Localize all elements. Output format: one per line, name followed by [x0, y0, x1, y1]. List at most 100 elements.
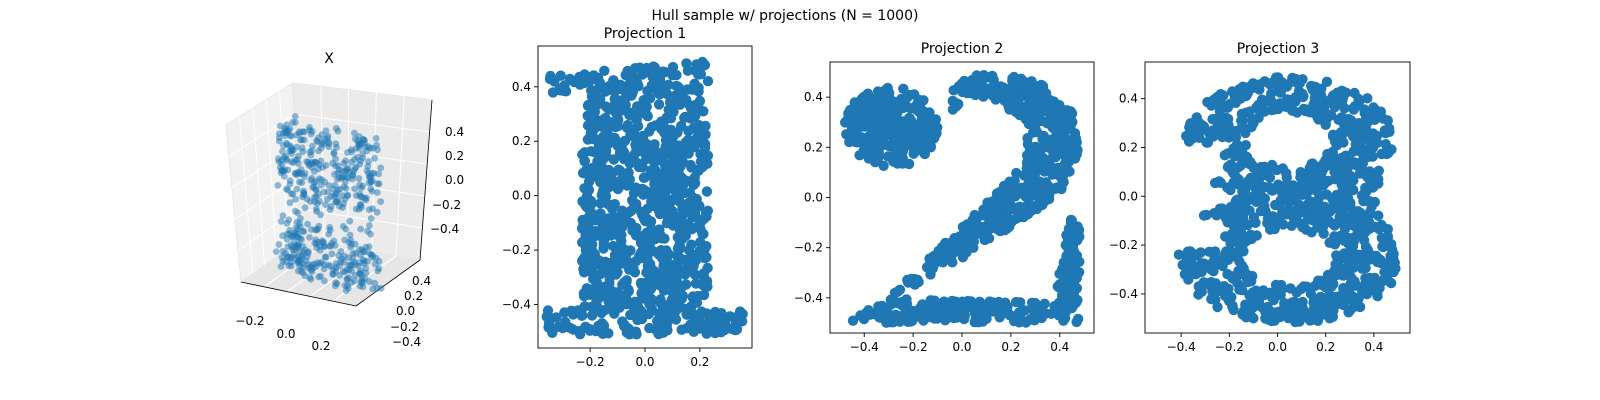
projection-2-point	[988, 80, 999, 92]
projection-3-point	[1237, 186, 1248, 197]
projection-3-point	[1220, 115, 1231, 127]
projection-3-point	[1275, 87, 1286, 98]
projection-2-point	[973, 317, 984, 328]
axes-3d-point	[317, 181, 325, 189]
projection-1-point	[624, 329, 635, 340]
projection-1-point	[612, 121, 624, 132]
projection-3-point	[1324, 110, 1336, 121]
projection-1-point	[600, 101, 612, 112]
projection-2-point	[963, 241, 974, 252]
projection-3-point	[1205, 278, 1217, 289]
axes-3d-point	[322, 162, 330, 169]
projection-3-point	[1258, 162, 1269, 173]
projection-3-point	[1295, 167, 1306, 178]
projection-3-point	[1360, 113, 1372, 124]
axes-3d-point	[302, 257, 310, 265]
projection-1-point	[613, 100, 624, 112]
projection-3-point	[1316, 173, 1327, 185]
projection-1-point	[680, 111, 691, 123]
projection-1-point	[669, 269, 681, 281]
projection-3-point	[1275, 289, 1286, 301]
axes-3d-point	[364, 162, 372, 170]
projection-1-point	[632, 301, 644, 312]
projection-3-point	[1228, 143, 1239, 154]
projection-1-point	[701, 276, 713, 287]
projection-3-point	[1198, 210, 1210, 221]
axes-3d-point	[329, 270, 337, 278]
projection-3-point	[1286, 76, 1297, 87]
axes-3d-point	[333, 144, 340, 151]
axes-3d-point	[303, 195, 311, 203]
axes-3d-point	[343, 167, 351, 174]
projection-2-point	[858, 145, 869, 156]
projection-1-point	[623, 286, 634, 297]
axes-3d-point	[298, 236, 305, 243]
projection-2-point	[866, 144, 878, 155]
projection-2-point	[966, 77, 978, 88]
projection-3-point	[1373, 178, 1384, 189]
axes-3d-point	[356, 160, 364, 168]
projection-1-point	[671, 143, 682, 154]
projection-1-point	[666, 170, 677, 182]
projection-2-point	[1047, 137, 1059, 148]
projection-2-point	[898, 83, 909, 95]
projection-1-point	[690, 278, 702, 289]
projection-2-point	[1046, 308, 1057, 319]
projection-2-point	[1005, 99, 1016, 111]
projection-3-point	[1244, 205, 1255, 216]
projection-1-point	[623, 71, 635, 83]
projection-1-point	[606, 168, 618, 179]
projection-2-point	[1004, 204, 1015, 216]
axes-3d-point	[343, 266, 351, 274]
projection-1-point	[595, 94, 606, 105]
projection-2-point	[953, 81, 964, 92]
projection-2-point	[957, 252, 969, 263]
projection-3-points	[1173, 72, 1401, 328]
grid-line-left-vertical	[252, 108, 266, 266]
projection-3-point	[1197, 120, 1208, 131]
projection-1-point	[578, 263, 589, 275]
axes-3d: X −0.20.00.2 −0.4−0.20.00.20.4−0.4−0.20.0…	[225, 51, 464, 353]
axes-3d-point	[377, 198, 385, 206]
axes-3d-point	[328, 250, 336, 258]
axes-3d-point	[312, 263, 320, 271]
projection-2-point	[1060, 151, 1071, 162]
projection-3-point	[1277, 163, 1289, 174]
projection-1-point	[694, 129, 706, 140]
projection-2-point	[946, 237, 957, 249]
projection-1-point	[637, 130, 649, 142]
projection-3-point	[1242, 176, 1254, 187]
axes-3d-point	[339, 192, 347, 200]
projection-2-point	[1014, 109, 1025, 121]
axes-3d-point	[359, 182, 367, 190]
axes-3d-point	[366, 222, 373, 229]
projection-2-point	[983, 207, 994, 219]
projection-3-point	[1223, 161, 1234, 172]
projection-1-point	[657, 66, 668, 77]
projection-3-xtick-label: 0.0	[1268, 340, 1287, 354]
projection-2-point	[940, 315, 951, 326]
projection-1-point	[579, 156, 590, 167]
axes-3d-point	[291, 119, 299, 126]
axes-3d-point	[363, 147, 371, 155]
projection-3-point	[1221, 124, 1232, 135]
projection-3-point	[1274, 215, 1286, 227]
axes-3d-point	[362, 269, 370, 277]
projection-2-point	[921, 262, 933, 273]
projection-1-xtick-label: −0.2	[576, 355, 605, 369]
projection-2-point	[847, 315, 859, 326]
projection-1-point	[643, 289, 654, 300]
projection-2-point	[882, 82, 893, 94]
axes-3d-point	[279, 257, 287, 265]
projection-3-point	[1237, 81, 1249, 92]
projection-2-ytick-label: 0.4	[804, 90, 823, 104]
projection-3-xtick-label: 0.4	[1364, 340, 1383, 354]
axes-3d-point	[294, 209, 302, 217]
projection-3-point	[1365, 208, 1376, 219]
projection-3-point	[1350, 300, 1362, 312]
projection-1-point	[542, 305, 554, 316]
projection-2-point	[978, 91, 989, 102]
projection-3-point	[1251, 177, 1263, 189]
projection-3-point	[1315, 291, 1327, 303]
axes-3d-point	[294, 244, 302, 251]
